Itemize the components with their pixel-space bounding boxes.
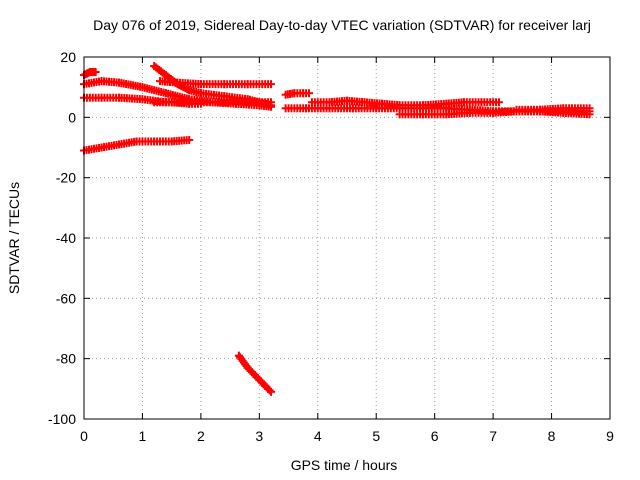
y-tick-label: 20 xyxy=(60,49,76,65)
y-tick-label: 0 xyxy=(68,109,76,125)
x-tick-label: 1 xyxy=(139,428,147,444)
data-series xyxy=(80,135,194,155)
x-tick-label: 6 xyxy=(431,428,439,444)
data-series xyxy=(281,89,314,99)
x-tick-label: 7 xyxy=(489,428,497,444)
x-tick-label: 2 xyxy=(197,428,205,444)
x-tick-label: 3 xyxy=(255,428,263,444)
axis-ticks: 0 1 2 3 4 5 6 7 8 9 20 0 -20 -40 -60 -80 -100 xyxy=(48,49,614,444)
chart-title: Day 076 of 2019, Sidereal Day-to-day VTE… xyxy=(93,17,591,33)
data-series xyxy=(395,98,503,110)
grid xyxy=(84,57,610,419)
data-series xyxy=(512,104,594,114)
data-series xyxy=(234,351,276,396)
data-series xyxy=(150,98,205,108)
x-tick-label: 0 xyxy=(80,428,88,444)
x-tick-label: 9 xyxy=(606,428,614,444)
y-tick-label: -40 xyxy=(56,230,76,246)
x-tick-label: 4 xyxy=(314,428,322,444)
x-axis-label: GPS time / hours xyxy=(291,457,398,473)
x-tick-label: 5 xyxy=(372,428,380,444)
y-tick-label: -100 xyxy=(48,411,76,427)
data-layer xyxy=(80,62,594,396)
y-tick-label: -60 xyxy=(56,290,76,306)
y-tick-label: -20 xyxy=(56,170,76,186)
y-tick-label: -80 xyxy=(56,351,76,367)
x-tick-label: 8 xyxy=(548,428,556,444)
y-axis-label: SDTVAR / TECUs xyxy=(6,182,22,294)
data-series xyxy=(155,77,276,89)
data-series xyxy=(80,68,100,80)
